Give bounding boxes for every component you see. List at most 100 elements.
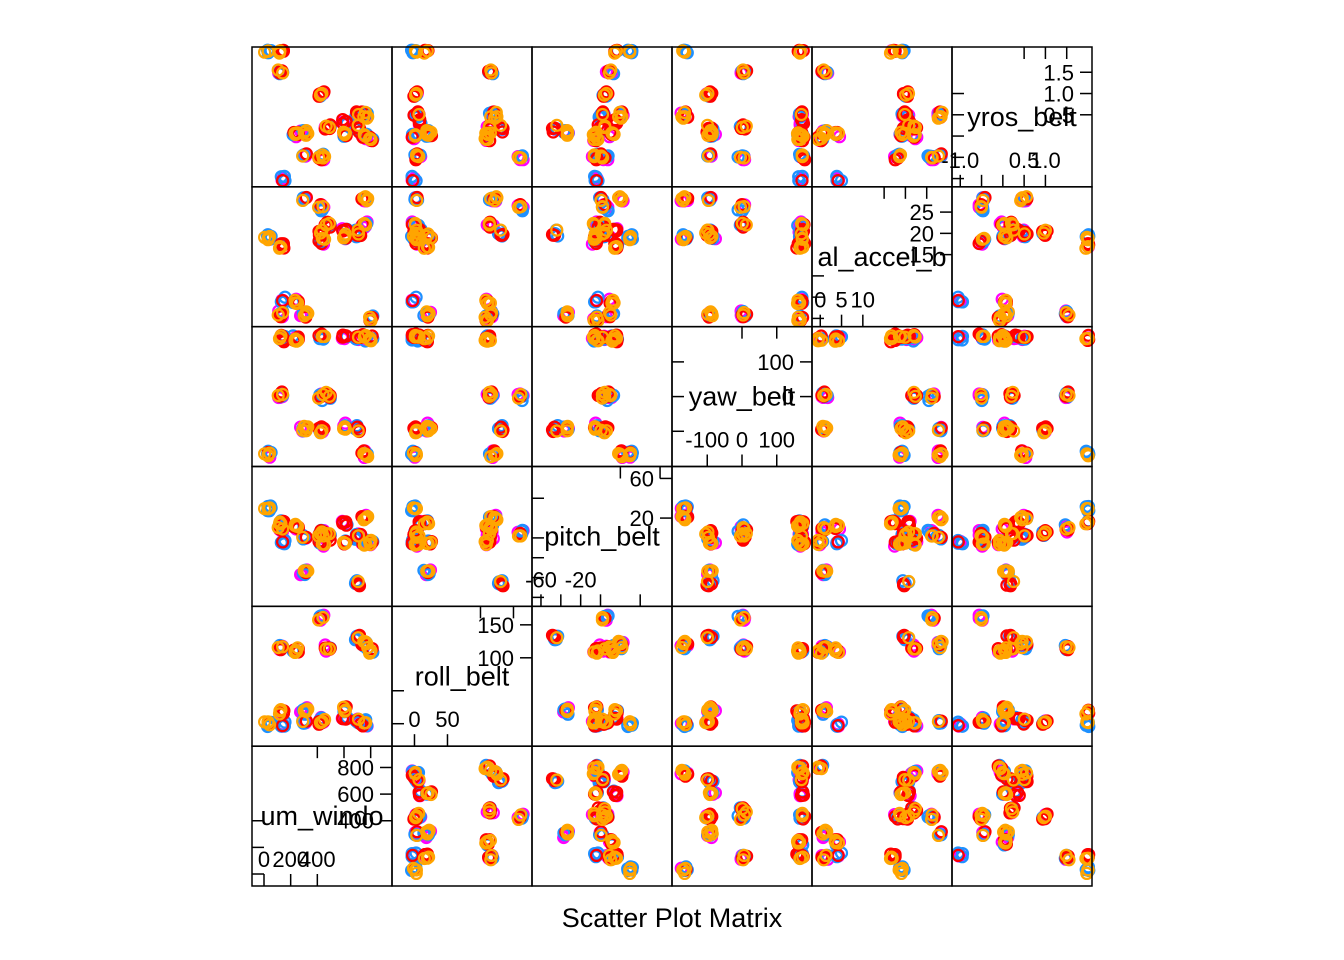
data-point [589, 848, 604, 863]
data-point [831, 718, 845, 733]
data-point [974, 812, 989, 827]
panel-pitch_belt-vs-roll_belt [545, 608, 640, 734]
data-point [700, 631, 715, 645]
data-point [1004, 802, 1019, 816]
data-point [1059, 640, 1073, 654]
data-point [908, 802, 923, 816]
data-point [595, 808, 610, 822]
data-point [793, 851, 808, 865]
data-point [901, 715, 916, 729]
data-point [594, 828, 608, 843]
data-point [1014, 764, 1028, 778]
data-point [819, 848, 833, 863]
data-point [595, 812, 610, 827]
panel-yaw_belt-vs-pitch_belt [674, 499, 812, 593]
panel-num_window-vs-roll_belt [258, 608, 380, 734]
data-point [424, 787, 438, 802]
data-point [420, 851, 434, 865]
data-point [591, 644, 605, 658]
data-point [312, 529, 326, 543]
data-point [614, 764, 628, 778]
data-point [261, 715, 275, 730]
data-point [296, 714, 310, 729]
data-point [974, 613, 989, 627]
data-point [931, 828, 946, 843]
data-point [931, 764, 945, 778]
panel-num_window-vs-total_accel_belt [258, 190, 380, 328]
data-point [703, 700, 717, 714]
data-point [894, 700, 908, 714]
panel-pitch_belt-vs-yaw_belt [545, 327, 640, 464]
panel-num_window-vs-pitch_belt [258, 499, 380, 593]
data-point [998, 644, 1012, 658]
data-point [420, 564, 434, 578]
data-point [733, 613, 748, 627]
data-point [828, 644, 842, 658]
data-point [1081, 851, 1095, 865]
data-point [273, 515, 287, 529]
panel-total_accel_belt-vs-yaw_belt [811, 327, 949, 464]
data-point [790, 834, 805, 849]
data-point [420, 515, 434, 529]
data-point [701, 809, 715, 823]
data-point [931, 714, 946, 729]
data-point [934, 634, 948, 649]
panel-pitch_belt-vs-gyros_belt_x [545, 43, 639, 188]
data-point [480, 519, 494, 533]
panel-total_accel_belt-vs-num_window [811, 758, 949, 881]
data-point [898, 772, 912, 787]
data-point [312, 613, 326, 627]
data-point [790, 644, 805, 658]
data-point [1017, 712, 1032, 726]
data-point [605, 834, 620, 849]
data-point [276, 535, 290, 549]
data-point [885, 851, 899, 865]
data-point [701, 715, 715, 729]
data-point [409, 525, 423, 539]
data-point [276, 522, 290, 536]
data-point [595, 772, 610, 787]
data-point [796, 788, 811, 802]
data-point [1059, 848, 1073, 863]
data-point [550, 773, 564, 787]
data-point [1017, 717, 1031, 731]
data-point [924, 812, 939, 827]
data-point [589, 700, 603, 714]
data-point [901, 809, 916, 823]
panel-total_accel_belt-vs-pitch_belt [811, 499, 949, 593]
data-point [908, 767, 922, 781]
data-point [609, 788, 624, 802]
panel-gyros_belt_x-vs-roll_belt [951, 608, 1096, 734]
data-point [894, 787, 908, 802]
data-point [484, 848, 499, 863]
data-point [623, 715, 637, 730]
panel-gyros_belt_x-vs-pitch_belt [951, 499, 1096, 593]
data-point [602, 848, 617, 863]
data-point [410, 828, 424, 843]
panel-roll_belt-vs-num_window [405, 758, 530, 881]
data-point [1037, 810, 1051, 825]
data-point [482, 802, 496, 816]
data-point [276, 640, 290, 654]
data-point [560, 704, 575, 718]
data-point [605, 644, 620, 658]
data-point [364, 644, 378, 658]
data-point [700, 773, 715, 787]
data-point [791, 760, 805, 774]
data-point [974, 808, 988, 822]
data-point [623, 863, 637, 877]
data-point [701, 828, 716, 843]
data-point [795, 712, 809, 727]
data-point [406, 848, 420, 863]
data-point [351, 574, 365, 589]
data-point [894, 863, 908, 877]
data-point [409, 809, 423, 823]
data-point [999, 827, 1014, 841]
data-point [511, 529, 526, 543]
panel-roll_belt-vs-gyros_belt_x [405, 43, 530, 188]
data-point [337, 700, 351, 714]
data-point [480, 834, 494, 849]
panel-pitch_belt-vs-total_accel_belt [545, 190, 640, 328]
panel-pitch_belt-vs-num_window [545, 758, 640, 881]
